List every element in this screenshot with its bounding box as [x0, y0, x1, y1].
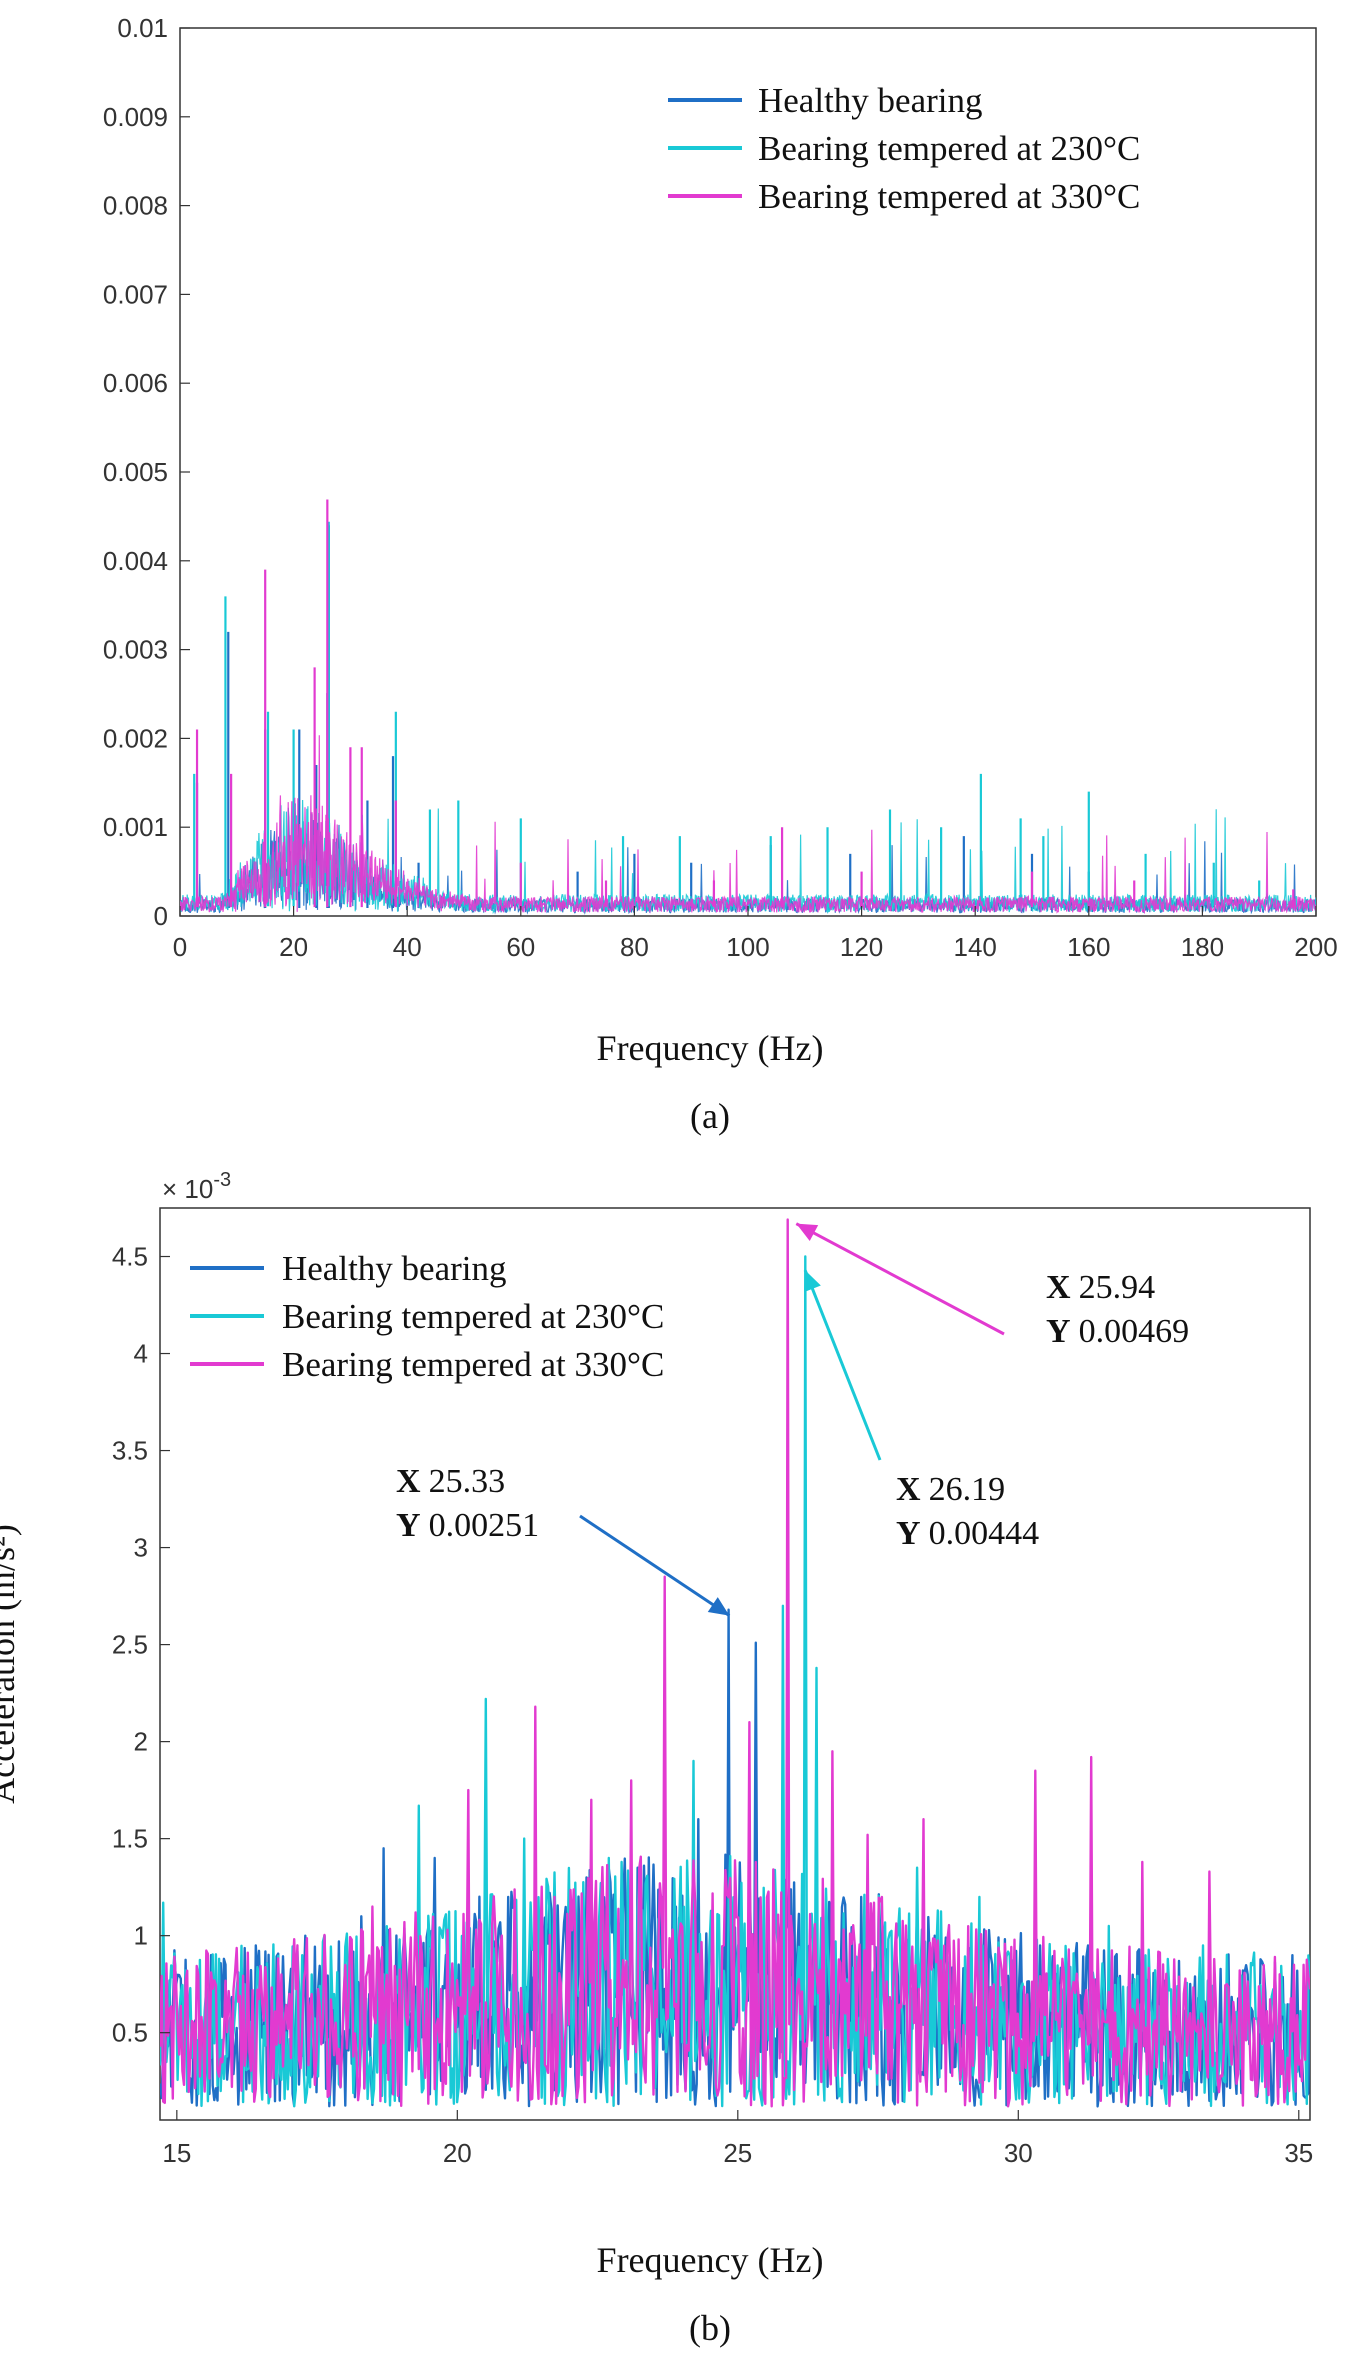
chart-a-legend-label: Bearing tempered at 230°C	[758, 129, 1140, 168]
chart-b-ytick-label: 0.5	[112, 2018, 148, 2048]
chart-b-annotation-arrowhead	[796, 1223, 819, 1241]
chart-b-annotation-y: Y 0.00469	[1046, 1313, 1189, 1350]
chart-a-series-group	[180, 499, 1316, 915]
chart-b-annotation-y-value: 0.00444	[929, 1515, 1040, 1552]
chart-b-ytick-label: 2.5	[112, 1630, 148, 1660]
chart-b-annotation-y: Y 0.00444	[896, 1515, 1039, 1552]
chart-b-ytick-label: 1.5	[112, 1824, 148, 1854]
chart-a-ytick-label: 0.008	[103, 191, 168, 221]
chart-a-xlabel: Frequency (Hz)	[597, 1028, 824, 1068]
chart-b-caption: (b)	[689, 2308, 731, 2348]
chart-b-ytick-label: 3	[134, 1533, 148, 1563]
chart-a-ytick-label: 0.003	[103, 635, 168, 665]
chart-b-annotation-x-value: 25.33	[429, 1463, 506, 1500]
chart-b-xtick-label: 15	[162, 2138, 191, 2168]
chart-a-ytick-label: 0.009	[103, 102, 168, 132]
chart-b-annotation-y-key: Y	[1046, 1313, 1071, 1350]
chart-b-series-line	[160, 1218, 1310, 2108]
chart-b-legend-label: Bearing tempered at 330°C	[282, 1345, 664, 1384]
chart-a-xtick-label: 40	[393, 932, 422, 962]
chart-a-xtick-label: 160	[1067, 932, 1110, 962]
chart-a-xtick-label: 200	[1294, 932, 1337, 962]
chart-b-legend-label: Healthy bearing	[282, 1249, 507, 1288]
chart-a-caption: (a)	[690, 1096, 730, 1136]
chart-a-ytick-label: 0	[154, 901, 168, 931]
chart-a-legend-label: Healthy bearing	[758, 81, 983, 120]
chart-b-annotation-x: X 25.33	[396, 1463, 505, 1500]
chart-b-annotation-x: X 26.19	[896, 1471, 1005, 1508]
chart-b-annotation-y-key: Y	[896, 1515, 921, 1552]
chart-b-ytick-label: 1	[134, 1921, 148, 1951]
chart-a-xtick-label: 180	[1181, 932, 1224, 962]
chart-a-ytick-label: 0.004	[103, 546, 168, 576]
chart-b-annotation-y-value: 0.00251	[429, 1507, 540, 1544]
chart-b-annotation-x-key: X	[896, 1471, 921, 1508]
chart-a-xtick-label: 60	[506, 932, 535, 962]
chart-b-multiplier-base: × 10	[162, 1174, 213, 1204]
chart-b-ylabel: Acceleration (m/s²)	[0, 1524, 22, 1804]
chart-b-annotation-arrow	[795, 1222, 1005, 1336]
chart-b-annotation-y-value: 0.00469	[1079, 1313, 1190, 1350]
chart-a-xtick-label: 0	[173, 932, 187, 962]
chart-b-ytick-label: 4	[134, 1339, 148, 1369]
chart-b-annotation-x-key: X	[396, 1463, 421, 1500]
chart-a: 0 20 40 60 80 100 120 140 160 180 200 0 0.001 0.002 0.…	[103, 13, 1338, 1136]
chart-a-xtick-label: 80	[620, 932, 649, 962]
chart-a-ytick-label: 0.01	[117, 13, 168, 43]
chart-b-xtick-label: 20	[443, 2138, 472, 2168]
chart-b-annotation-y: Y 0.00251	[396, 1507, 539, 1544]
chart-b-ytick-label: 3.5	[112, 1436, 148, 1466]
chart-b-annotation-arrow	[803, 1269, 882, 1461]
chart-b-legend-label: Bearing tempered at 230°C	[282, 1297, 664, 1336]
chart-b: 15 20 25 30 35 0.5 1 1.5 2 2.5 3 3.5 4 4.5 × 10-3 Acc…	[0, 1169, 1313, 2348]
chart-a-ytick-label: 0.006	[103, 368, 168, 398]
chart-a-ticks: 0 20 40 60 80 100 120 140 160 180 200 0 0.001 0.002 0.…	[103, 13, 1338, 962]
chart-b-series-group	[160, 1218, 1310, 2108]
chart-b-ytick-label: 2	[134, 1727, 148, 1757]
chart-b-annotation-arrowhead	[804, 1270, 821, 1293]
chart-b-annotation-x-value: 25.94	[1079, 1269, 1156, 1306]
chart-b-xtick-label: 25	[723, 2138, 752, 2168]
chart-b-xtick-label: 35	[1284, 2138, 1313, 2168]
chart-b-annotation-y-key: Y	[396, 1507, 421, 1544]
chart-b-annotation-x: X 25.94	[1046, 1269, 1155, 1306]
chart-a-ytick-label: 0.001	[103, 812, 168, 842]
chart-a-legend-label: Bearing tempered at 330°C	[758, 177, 1140, 216]
chart-a-xtick-label: 120	[840, 932, 883, 962]
chart-b-annotation-x-value: 26.19	[929, 1471, 1006, 1508]
chart-b-multiplier: × 10-3	[162, 1169, 231, 1204]
chart-b-ticks: 15 20 25 30 35 0.5 1 1.5 2 2.5 3 3.5 4 4.5	[112, 1242, 1313, 2168]
chart-a-xtick-label: 140	[954, 932, 997, 962]
chart-a-ytick-label: 0.002	[103, 723, 168, 753]
chart-a-ytick-label: 0.005	[103, 457, 168, 487]
chart-a-xtick-label: 20	[279, 932, 308, 962]
chart-a-xtick-label: 100	[726, 932, 769, 962]
chart-a-ytick-label: 0.007	[103, 279, 168, 309]
chart-b-ytick-label: 4.5	[112, 1242, 148, 1272]
chart-b-xtick-label: 30	[1004, 2138, 1033, 2168]
chart-a-plot-area	[179, 27, 1317, 917]
chart-b-annotation-x-key: X	[1046, 1269, 1071, 1306]
chart-a-legend: Healthy bearing Bearing tempered at 230°C…	[668, 81, 1140, 216]
chart-b-xlabel: Frequency (Hz)	[597, 2240, 824, 2280]
chart-b-annotation-arrowhead	[707, 1597, 730, 1616]
chart-b-annotation-arrow	[579, 1514, 731, 1617]
chart-b-legend: Healthy bearing Bearing tempered at 230°C…	[190, 1249, 664, 1384]
chart-a-series-line	[180, 735, 1316, 915]
chart-b-multiplier-exp: -3	[213, 1169, 231, 1191]
